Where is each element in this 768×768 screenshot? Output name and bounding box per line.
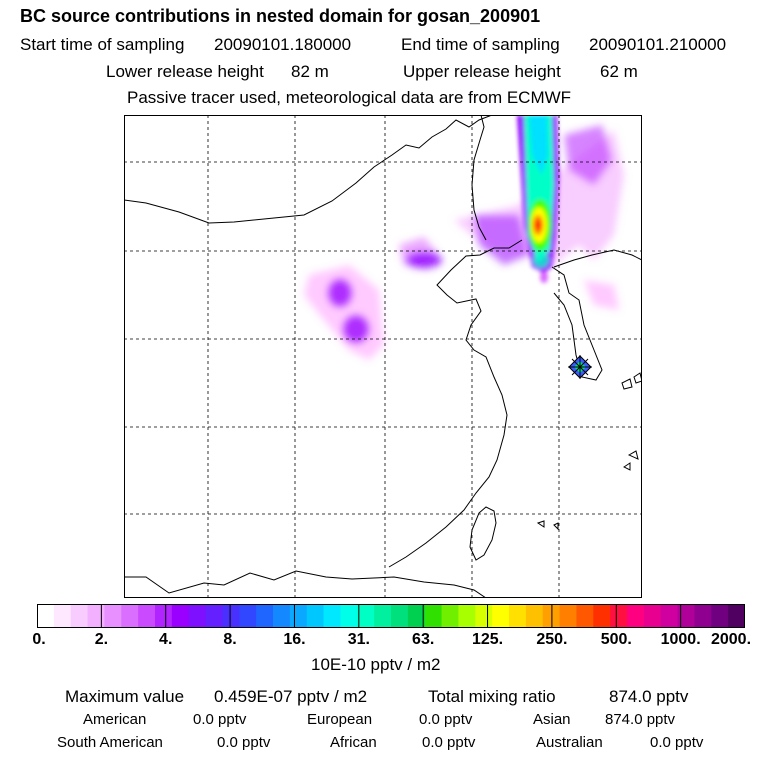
colorbar-cell <box>138 604 156 628</box>
colorbar-tick-label: 4. <box>159 631 173 648</box>
region-value: 0.0 pptv <box>217 734 271 751</box>
region-value: 0.0 pptv <box>419 711 473 728</box>
colorbar-cell <box>239 604 257 628</box>
colorbar-cell <box>37 604 55 628</box>
colorbar-cell <box>306 604 325 628</box>
colorbar-cell <box>458 604 476 628</box>
lower-release-label: Lower release height <box>106 62 264 81</box>
colorbar-cell <box>711 604 729 628</box>
colorbar-cell <box>205 604 223 628</box>
plot-title: BC source contributions in nested domain… <box>20 6 541 26</box>
region-name: Australian <box>536 734 603 751</box>
colorbar-cell <box>441 604 459 628</box>
colorbar-tick-label: 63. <box>412 631 435 648</box>
colorbar-cell <box>155 604 173 628</box>
colorbar-cell <box>407 604 426 628</box>
upper-release-label: Upper release height <box>403 62 561 81</box>
colorbar-tick-label: 31. <box>347 631 370 648</box>
colorbar-cell <box>492 604 510 628</box>
colorbar-cell <box>475 604 493 628</box>
colorbar-cell <box>660 604 679 628</box>
colorbar-cell <box>677 604 695 628</box>
colorbar-unit: 10E-10 pptv / m2 <box>311 655 441 674</box>
colorbar-cell <box>256 604 274 628</box>
colorbar-cell <box>87 604 105 628</box>
colorbar-cell <box>121 604 139 628</box>
end-time-label: End time of sampling <box>401 35 560 54</box>
tracer-note: Passive tracer used, meteorological data… <box>127 88 572 107</box>
max-value: 0.459E-07 pptv / m2 <box>214 687 368 706</box>
region-name: African <box>330 734 377 751</box>
colorbar-cell <box>289 604 308 628</box>
colorbar-cell <box>525 604 544 628</box>
colorbar-cell <box>728 604 745 628</box>
concentration-field <box>304 115 624 360</box>
colorbar-tick-label: 250. <box>536 631 568 648</box>
total-mixing-label: Total mixing ratio <box>428 687 556 706</box>
colorbar-tick-label: 1000. <box>660 631 701 648</box>
colorbar-tick-label: 125. <box>471 631 504 648</box>
region-name: South American <box>57 734 163 751</box>
colorbar-cell <box>593 604 611 628</box>
colorbar-cell <box>222 604 240 628</box>
colorbar-cell <box>576 604 594 628</box>
colorbar-cell <box>542 604 561 628</box>
colorbar-tick-label: 2. <box>94 631 109 648</box>
end-time-value: 20090101.210000 <box>589 35 727 54</box>
region-value: 0.0 pptv <box>193 711 247 728</box>
colorbar-tick-label: 8. <box>223 631 237 648</box>
colorbar-cell <box>53 604 72 628</box>
region-value: 0.0 pptv <box>422 734 476 751</box>
colorbar-tick-label: 16. <box>283 631 306 648</box>
coastlines <box>124 115 642 598</box>
colorbar-cell <box>391 604 409 628</box>
region-name: Asian <box>533 711 571 728</box>
colorbar-cell <box>323 604 341 628</box>
region-name: European <box>307 711 373 728</box>
colorbar-cell <box>559 604 577 628</box>
colorbar-cell <box>610 604 628 628</box>
colorbar-cell <box>340 604 358 628</box>
total-mixing-value: 874.0 pptv <box>609 687 689 706</box>
colorbar-cell <box>70 604 89 628</box>
colorbar-cell <box>273 604 291 628</box>
colorbar-tick-label: 0. <box>32 631 46 648</box>
region-value: 874.0 pptv <box>605 711 676 728</box>
upper-release-value: 62 m <box>600 62 638 81</box>
colorbar-cell <box>188 604 207 628</box>
lower-release-value: 82 m <box>291 62 329 81</box>
colorbar-cell <box>104 604 122 628</box>
colorbar-tick-label: 500. <box>600 631 632 648</box>
colorbar-cell <box>171 604 190 628</box>
map-panel <box>124 115 642 598</box>
star-marker-icon <box>568 355 592 379</box>
colorbar-cell <box>374 604 392 628</box>
start-time-value: 20090101.180000 <box>214 35 352 54</box>
colorbar-cell <box>627 604 645 628</box>
colorbar-cell <box>694 604 712 628</box>
colorbar-cell <box>424 604 443 628</box>
colorbar-cell <box>357 604 375 628</box>
lat-lon-grid <box>124 115 642 598</box>
colorbar-cell <box>509 604 527 628</box>
region-name: American <box>83 711 147 728</box>
colorbar <box>37 604 745 628</box>
start-time-label: Start time of sampling <box>20 35 185 54</box>
max-value-label: Maximum value <box>65 687 185 706</box>
colorbar-tick-label: 2000. <box>710 631 752 648</box>
colorbar-cell <box>643 604 662 628</box>
region-value: 0.0 pptv <box>650 734 704 751</box>
